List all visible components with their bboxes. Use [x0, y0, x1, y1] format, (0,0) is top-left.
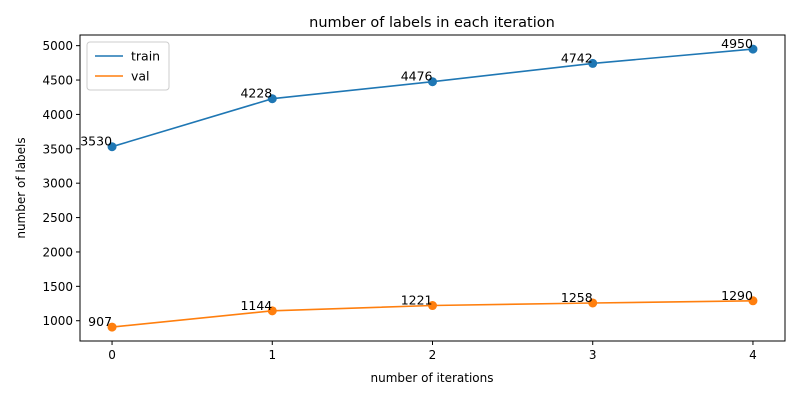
- data-point-train: [107, 142, 117, 152]
- data-point-val: [267, 306, 277, 316]
- data-point-train: [748, 44, 758, 54]
- y-tick-label: 5000: [42, 39, 73, 53]
- data-label-train: 4228: [240, 86, 272, 101]
- data-point-val: [748, 296, 758, 306]
- data-label-val: 1290: [721, 288, 753, 303]
- data-label-train: 4742: [561, 50, 593, 65]
- data-label-val: 1221: [401, 293, 433, 308]
- y-tick-label: 2000: [42, 245, 73, 259]
- y-tick-label: 4000: [42, 108, 73, 122]
- y-tick-label: 1000: [42, 314, 73, 328]
- x-tick-label: 2: [429, 348, 437, 362]
- y-tick-label: 4500: [42, 74, 73, 88]
- x-tick-label: 1: [268, 348, 276, 362]
- x-tick-label: 4: [749, 348, 757, 362]
- series-train: 3530 4228 4476 4742 4950: [80, 36, 758, 152]
- y-tick-label: 2500: [42, 211, 73, 225]
- data-point-val: [428, 301, 437, 311]
- series-layer: 3530 4228 4476 4742 4950 907 1144 1221 1258 1290: [80, 36, 758, 332]
- data-point-train: [428, 77, 437, 87]
- chart-title: number of labels in each iteration: [309, 15, 555, 31]
- x-axis-title: number of iterations: [371, 371, 494, 385]
- legend: train val: [86, 41, 170, 91]
- y-axis-title: number of labels: [14, 137, 28, 238]
- series-line-train: [111, 48, 754, 148]
- y-tick-label: 3500: [42, 142, 73, 156]
- data-point-val: [107, 322, 117, 332]
- data-point-train: [267, 94, 277, 104]
- legend-label-train: train: [131, 49, 160, 64]
- legend-box: [86, 41, 170, 91]
- data-label-val: 1144: [240, 298, 272, 313]
- x-tick-label: 0: [108, 348, 116, 362]
- data-label-val: 907: [88, 314, 112, 329]
- data-label-train: 3530: [80, 134, 112, 149]
- data-label-train: 4476: [401, 69, 433, 84]
- x-tick-label: 3: [589, 348, 597, 362]
- data-point-val: [588, 298, 598, 308]
- y-axis: 1000 1500 2000 2500 3000 3500 4000 4500 5000: [42, 39, 80, 328]
- y-tick-label: 3000: [42, 177, 73, 191]
- y-tick-label: 1500: [42, 280, 73, 294]
- legend-label-val: val: [131, 69, 150, 84]
- x-axis: 0 1 2 3 4: [108, 341, 757, 362]
- data-label-train: 4950: [721, 36, 753, 51]
- data-label-val: 1258: [561, 290, 593, 305]
- series-val: 907 1144 1221 1258 1290: [88, 288, 758, 332]
- data-point-train: [588, 58, 598, 68]
